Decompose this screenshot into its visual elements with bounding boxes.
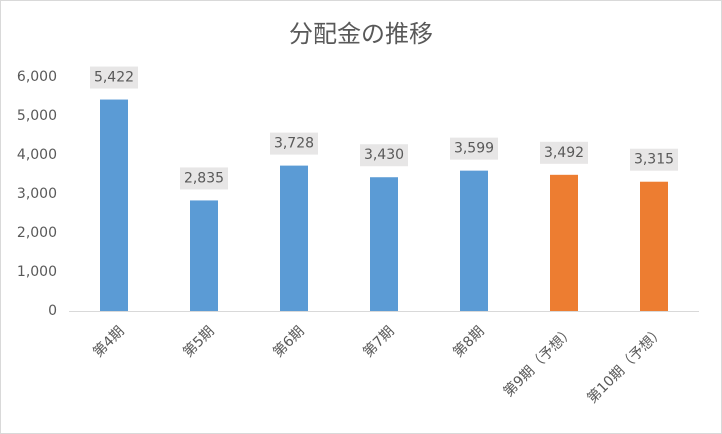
y-tick-label: 2,000 xyxy=(17,225,57,241)
value-label: 3,599 xyxy=(454,141,494,157)
value-label: 3,430 xyxy=(364,147,404,163)
bar xyxy=(190,200,218,311)
y-tick-label: 5,000 xyxy=(17,108,57,124)
bar xyxy=(550,174,578,311)
chart-title: 分配金の推移 xyxy=(289,20,433,48)
bar xyxy=(460,170,488,311)
value-label: 2,835 xyxy=(184,170,224,186)
bar xyxy=(280,165,308,311)
value-label: 3,315 xyxy=(634,152,674,168)
value-label-box xyxy=(630,148,678,171)
y-tick-label: 3,000 xyxy=(17,186,57,202)
value-label-box xyxy=(180,167,228,190)
value-label: 3,492 xyxy=(544,145,584,161)
bar xyxy=(640,181,668,311)
value-label: 3,728 xyxy=(274,136,314,152)
value-label: 5,422 xyxy=(94,70,134,86)
value-label-box xyxy=(360,144,408,167)
value-label-box xyxy=(450,137,498,160)
y-tick-label: 1,000 xyxy=(17,264,57,280)
value-label-box xyxy=(90,66,138,89)
bar xyxy=(100,99,128,312)
bar xyxy=(370,177,398,311)
y-tick-label: 4,000 xyxy=(17,147,57,163)
y-tick-label: 0 xyxy=(48,303,57,319)
value-label-box xyxy=(540,141,588,164)
y-tick-label: 6,000 xyxy=(17,69,57,85)
value-label-box xyxy=(270,132,318,155)
